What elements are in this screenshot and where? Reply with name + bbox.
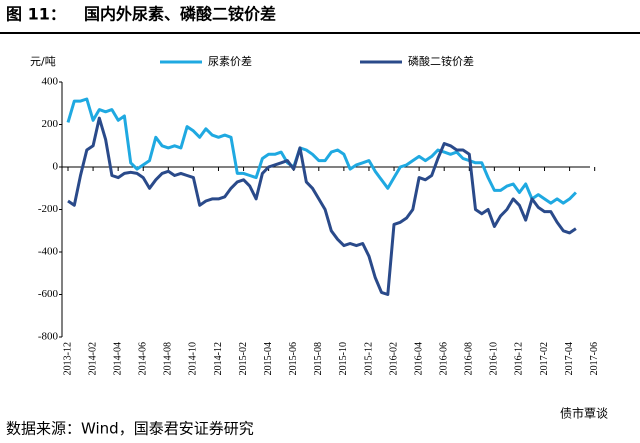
chart-title: 国内外尿素、磷酸二铵价差 (84, 5, 276, 24)
y-tick-label: 0 (53, 161, 59, 173)
x-tick-label: 2015-12 (363, 342, 374, 375)
watermark: 债市覃谈 (560, 406, 608, 421)
y-tick-label: -400 (38, 246, 59, 258)
x-tick-label: 2015-06 (288, 342, 299, 375)
x-tick-label: 2015-02 (238, 342, 249, 375)
x-tick-label: 2015-04 (263, 342, 274, 375)
x-tick-label: 2016-08 (464, 342, 475, 375)
x-tick-label: 2014-02 (87, 342, 98, 375)
x-tick-label: 2016-02 (388, 342, 399, 375)
x-tick-label: 2014-06 (138, 342, 149, 375)
x-tick-label: 2017-02 (539, 342, 550, 375)
x-tick-label: 2014-12 (213, 342, 224, 375)
y-tick-label: 400 (42, 76, 59, 88)
x-tick-label: 2016-10 (489, 342, 500, 375)
legend-label: 磷酸二铵价差 (408, 54, 474, 68)
x-tick-label: 2017-06 (589, 342, 600, 375)
x-tick-label: 2014-08 (163, 342, 174, 375)
figure-label: 图 11： (6, 5, 66, 24)
x-tick-label: 2013-12 (62, 342, 73, 375)
x-tick-label: 2015-10 (338, 342, 349, 375)
y-tick-label: 200 (42, 118, 59, 130)
series-line (66, 97, 577, 205)
y-tick-label: -600 (38, 288, 59, 300)
y-tick-label: -200 (38, 203, 59, 215)
y-tick-label: -800 (38, 331, 59, 343)
x-tick-label: 2016-12 (514, 342, 525, 375)
x-tick-label: 2017-04 (564, 342, 575, 375)
x-tick-label: 2014-04 (112, 342, 123, 375)
x-tick-label: 2014-10 (188, 342, 199, 375)
x-tick-label: 2015-08 (313, 342, 324, 375)
source: 数据来源：Wind，国泰君安证券研究 (6, 420, 254, 438)
x-tick-label: 2016-04 (413, 342, 424, 375)
series-line (67, 116, 577, 296)
x-tick-label: 2016-06 (438, 342, 449, 375)
y-axis-label: 元/吨 (30, 55, 56, 68)
legend-label: 尿素价差 (208, 54, 252, 68)
